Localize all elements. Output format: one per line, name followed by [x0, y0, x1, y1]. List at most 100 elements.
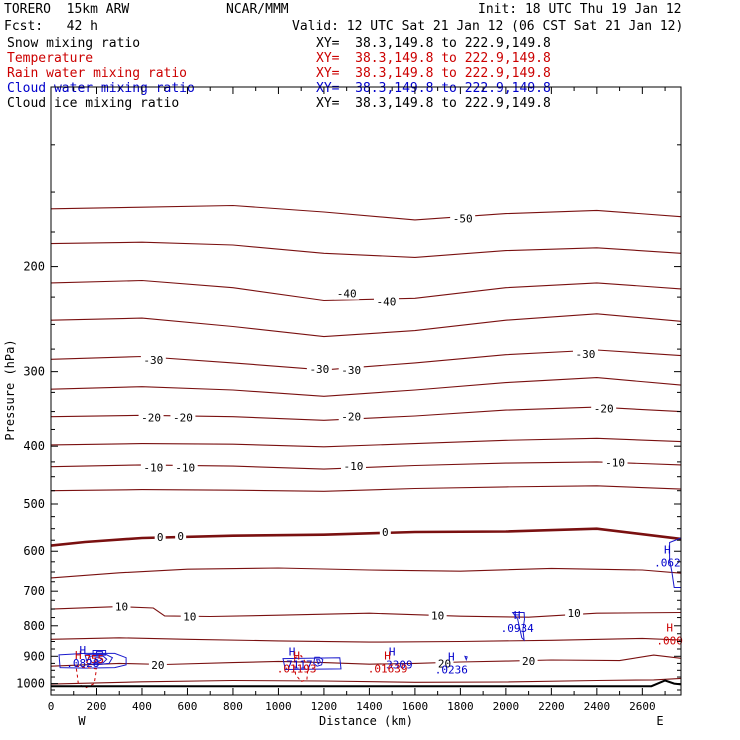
- max-marker-value: 3309: [386, 658, 413, 671]
- isotherm-label: -20: [173, 411, 193, 424]
- isotherm-label-bg: [450, 212, 476, 225]
- isotherm-label: -30: [309, 363, 329, 376]
- legend-temperature-xy: XY= 38.3,149.8 to 222.9,149.8: [316, 51, 551, 66]
- cloud-water-contour: [58, 652, 127, 669]
- isotherm-m15: [50, 437, 682, 448]
- isotherm-label: 20: [438, 657, 451, 670]
- max-marker-value: 7117: [286, 658, 313, 671]
- rain-contours: [75, 655, 309, 689]
- legend-snow-xy: XY= 38.3,149.8 to 222.9,149.8: [316, 36, 551, 51]
- isotherm-label: 0: [382, 526, 389, 539]
- y-tick-label: 600: [23, 544, 45, 558]
- max-marker-symbol: H: [384, 650, 391, 663]
- isotherm-m5: [50, 485, 682, 492]
- isotherm-label: -20: [594, 403, 614, 416]
- isotherm-label-bg: [602, 456, 628, 469]
- isotherm-label: -10: [344, 460, 364, 473]
- x-tick-label: 800: [223, 700, 243, 713]
- x-tick-label: 1200: [311, 700, 338, 713]
- isotherm-m50: [50, 204, 682, 221]
- isotherm-25: [50, 677, 682, 685]
- legend-temperature: Temperature: [7, 51, 94, 66]
- max-marker-value: .01639: [368, 663, 408, 676]
- isotherm-label: -40: [377, 296, 397, 309]
- isotherm-label: -30: [143, 354, 163, 367]
- max-marker-value: 755: [84, 653, 104, 666]
- isotherm-label-bg: [170, 411, 196, 424]
- isotherm-label-bg: [148, 658, 167, 671]
- isotherm-label-bg: [140, 354, 166, 367]
- max-marker-symbol: H: [666, 622, 673, 635]
- x-tick-label: 2000: [493, 700, 520, 713]
- max-marker-symbol: H: [289, 645, 296, 658]
- isotherm-10: [50, 606, 682, 618]
- isotherm-label: 0: [177, 530, 184, 543]
- isotherm-m40: [50, 279, 682, 302]
- isotherm-label-bg: [338, 410, 364, 423]
- isotherm-m25: [50, 377, 682, 397]
- legend-cloud-ice: Cloud ice mixing ratio: [7, 96, 180, 111]
- y-tick-label: 700: [23, 584, 45, 598]
- x-tick-label: 2600: [629, 700, 656, 713]
- max-marker-symbol: H: [514, 609, 521, 622]
- max-marker-symbol: H: [448, 651, 455, 664]
- isotherm-label-bg: [435, 657, 454, 670]
- y-tick-label: 300: [23, 365, 45, 379]
- org-label: NCAR/MMM: [226, 2, 289, 17]
- x-tick-label: 2200: [538, 700, 565, 713]
- isotherm-m45: [50, 241, 682, 258]
- isotherm-label: -50: [453, 212, 473, 225]
- y-tick-label: 500: [23, 497, 45, 511]
- isotherm-label-bg: [591, 402, 617, 415]
- isotherm-label: 10: [115, 601, 128, 614]
- max-marker-value: .0934: [501, 622, 534, 635]
- isotherm-label: -30: [576, 348, 596, 361]
- rain-contour: [293, 655, 309, 683]
- isotherm-label-bg: [340, 460, 366, 473]
- y-tick-label: 200: [23, 260, 45, 274]
- y-tick-label: 900: [23, 649, 45, 663]
- y-tick-label: 400: [23, 439, 45, 453]
- x-end-east: E: [656, 714, 663, 728]
- cloud-water-contour: [94, 657, 103, 662]
- isotherm-label: -30: [341, 364, 361, 377]
- x-tick-label: 0: [48, 700, 55, 713]
- isotherm-label-bg: [180, 610, 199, 623]
- isotherm-20: [50, 654, 682, 667]
- legend-snow: Snow mixing ratio: [7, 36, 141, 51]
- cloud-water-contour: [89, 655, 108, 664]
- isotherm-label: -10: [143, 461, 163, 474]
- cloud-water-contour: [92, 650, 107, 656]
- valid-time: Valid: 12 UTC Sat 21 Jan 12 (06 CST Sat …: [292, 19, 684, 34]
- isotherm-label-bg: [112, 600, 131, 613]
- isotherm-5: [50, 567, 682, 579]
- y-axis-label: Pressure (hPa): [3, 339, 17, 440]
- model-title: TORERO 15km ARW: [4, 2, 130, 17]
- max-marker-value: .0236: [435, 664, 468, 677]
- max-marker-symbol: H: [293, 650, 300, 663]
- max-marker-symbol: H: [75, 649, 82, 662]
- cloud-water-contour: [313, 656, 324, 667]
- isotherm-label-bg: [338, 363, 364, 376]
- isotherm-label-bg: [175, 530, 187, 543]
- isotherm-label-bg: [379, 525, 391, 538]
- isotherm-label: 10: [183, 611, 196, 624]
- rain-contour: [75, 665, 98, 689]
- isotherm-label-bg: [154, 531, 166, 544]
- max-marker-value: .062: [654, 556, 681, 569]
- max-marker-value: .0828: [66, 657, 99, 670]
- x-axis-label: Distance (km): [319, 714, 413, 728]
- isotherm-label-bg: [334, 287, 360, 300]
- isotherm-label-bg: [519, 655, 538, 668]
- max-marker-value: .01193: [277, 663, 317, 676]
- max-marker-symbol: H: [389, 645, 396, 658]
- isotherm-labels: -50-40-40-30-30 -30-30-20 -20 -20-20-10 -10-…: [112, 212, 628, 672]
- isotherm-label: 10: [567, 607, 580, 620]
- isotherm-label: 20: [151, 659, 164, 672]
- isotherm-label-bg: [172, 461, 198, 474]
- legend-cloud-water-xy: XY= 38.3,149.8 to 222.9,149.8: [316, 81, 551, 96]
- isotherm-label: -40: [337, 288, 357, 301]
- isotherm-label: -10: [605, 457, 625, 470]
- surface-terrain: [51, 679, 682, 688]
- isotherm-label-bg: [572, 347, 598, 360]
